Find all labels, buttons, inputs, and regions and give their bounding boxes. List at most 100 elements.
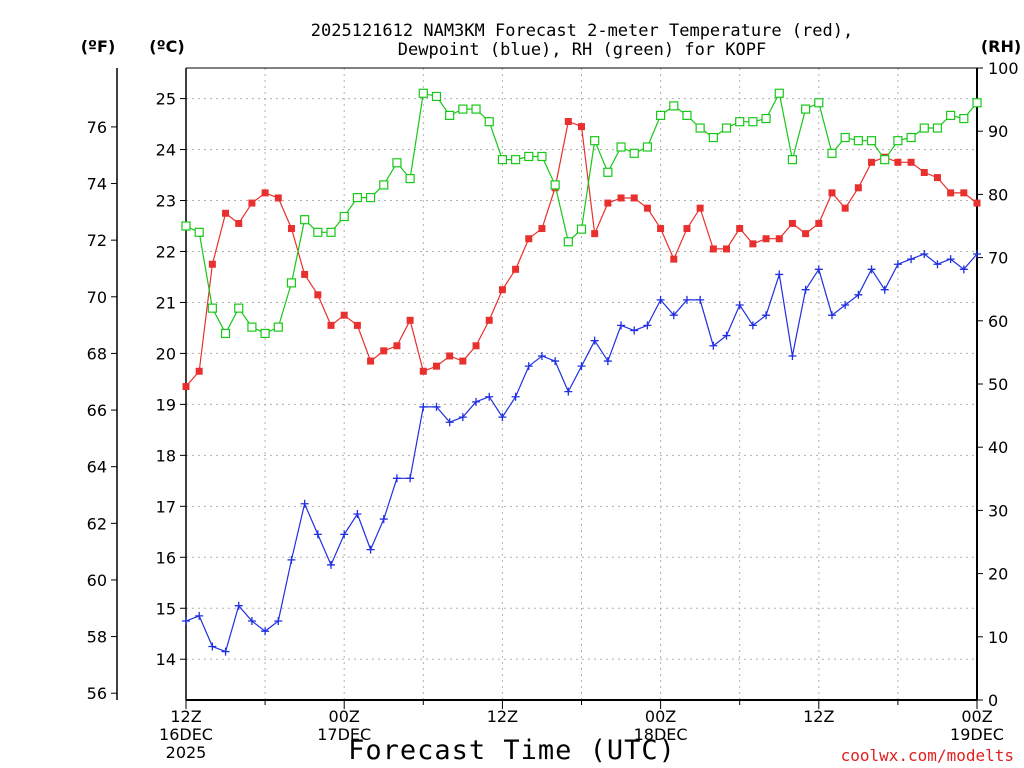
rh-point bbox=[748, 117, 758, 127]
dewpoint-point bbox=[498, 413, 507, 422]
rh-point bbox=[326, 227, 336, 237]
credit-text: coolwx.com/modelts bbox=[841, 746, 1014, 765]
rh-point bbox=[590, 136, 600, 146]
temperature-point bbox=[709, 245, 717, 253]
temperature-point bbox=[749, 240, 757, 248]
dewpoint-point bbox=[485, 392, 494, 401]
fahrenheit-tick-label: 58 bbox=[87, 628, 107, 647]
celsius-tick-label: 16 bbox=[156, 548, 176, 567]
temperature-point bbox=[261, 189, 269, 197]
rh-point bbox=[655, 110, 666, 121]
rh-point bbox=[866, 136, 877, 146]
rh-point bbox=[682, 110, 692, 121]
rh-point bbox=[563, 237, 573, 247]
rh-point bbox=[735, 117, 745, 127]
dewpoint-point bbox=[432, 402, 441, 411]
celsius-tick-label: 19 bbox=[156, 395, 176, 414]
fahrenheit-tick-label: 60 bbox=[87, 571, 107, 590]
temperature-point bbox=[683, 225, 691, 233]
rh-tick-label: 50 bbox=[988, 375, 1008, 394]
temperature-point bbox=[802, 230, 810, 238]
temperature-point bbox=[657, 225, 665, 233]
dewpoint-point bbox=[735, 301, 744, 309]
dewpoint-point bbox=[577, 362, 586, 371]
rh-point bbox=[458, 104, 468, 114]
dewpoint-point bbox=[630, 326, 639, 335]
rh-point bbox=[524, 151, 534, 162]
grid-lines bbox=[186, 68, 977, 700]
rh-point bbox=[959, 113, 969, 124]
dewpoint-point bbox=[775, 270, 784, 279]
x-tick-label: 12Z bbox=[170, 707, 201, 726]
celsius-tick-label: 21 bbox=[156, 293, 176, 312]
dewpoint-point bbox=[841, 301, 850, 309]
dewpoint-point bbox=[379, 515, 388, 524]
x-tick-label: 2025 bbox=[166, 743, 207, 762]
celsius-tick-label: 15 bbox=[156, 599, 176, 618]
temperature-point bbox=[393, 342, 401, 350]
temperature-point bbox=[538, 225, 546, 233]
temperature-point bbox=[578, 123, 585, 131]
dewpoint-point bbox=[274, 617, 283, 625]
rh-point bbox=[365, 192, 376, 203]
temperature-point bbox=[788, 219, 796, 227]
dewpoint-point bbox=[920, 250, 929, 259]
celsius-tick-label: 25 bbox=[156, 90, 176, 109]
dewpoint-point bbox=[564, 387, 573, 396]
x-tick-label: 17DEC bbox=[317, 725, 371, 744]
dewpoint-point bbox=[946, 255, 955, 264]
temperature-point bbox=[525, 235, 533, 243]
dewpoint-point bbox=[669, 311, 678, 320]
celsius-unit-label: (ºC) bbox=[149, 37, 184, 56]
dewpoint-point bbox=[182, 617, 190, 625]
rh-point bbox=[669, 101, 679, 111]
temperature-point bbox=[617, 194, 625, 202]
dewpoint-point bbox=[748, 321, 757, 330]
rh-point bbox=[352, 192, 362, 203]
dewpoint-point bbox=[419, 402, 428, 411]
rh-point bbox=[642, 142, 653, 152]
temperature-point bbox=[854, 184, 862, 192]
rh-point bbox=[919, 123, 929, 133]
rh-point bbox=[721, 123, 732, 133]
temperature-point bbox=[301, 270, 309, 278]
dewpoint-point bbox=[959, 265, 968, 274]
temperature-point bbox=[723, 245, 731, 253]
temperature-point bbox=[960, 189, 968, 197]
rh-point bbox=[220, 328, 231, 339]
x-tick-label: 00Z bbox=[961, 707, 992, 726]
rh-point bbox=[801, 104, 811, 114]
dewpoint-point bbox=[907, 255, 916, 264]
temperature-point bbox=[498, 286, 506, 294]
rh-point bbox=[445, 110, 455, 121]
temperature-point bbox=[828, 189, 836, 197]
dewpoint-point bbox=[366, 545, 375, 554]
rh-point bbox=[497, 155, 507, 165]
temperature-point bbox=[973, 199, 981, 207]
dewpoint-point bbox=[801, 285, 810, 294]
x-tick-label: 12Z bbox=[803, 707, 834, 726]
rh-tick-label: 80 bbox=[988, 185, 1008, 204]
x-tick-label: 16DEC bbox=[159, 725, 213, 744]
temperature-point bbox=[933, 174, 941, 182]
fahrenheit-tick-label: 66 bbox=[87, 401, 107, 420]
fahrenheit-tick-label: 56 bbox=[87, 684, 107, 703]
fahrenheit-tick-label: 74 bbox=[87, 175, 107, 194]
temperature-point bbox=[340, 311, 348, 319]
dewpoint-point bbox=[234, 601, 243, 610]
x-tick-label: 00Z bbox=[329, 707, 360, 726]
dewpoint-point bbox=[511, 392, 520, 401]
rh-tick-label: 10 bbox=[988, 628, 1008, 647]
chart-title-line2: Dewpoint (blue), RH (green) for KOPF bbox=[398, 40, 766, 60]
temperature-point bbox=[367, 357, 375, 365]
celsius-tick-label: 18 bbox=[156, 446, 176, 465]
temperature-point bbox=[841, 204, 849, 212]
rh-point bbox=[946, 110, 956, 121]
dewpoint-point bbox=[313, 530, 322, 539]
temperature-point bbox=[287, 225, 295, 233]
dewpoint-point bbox=[682, 295, 691, 304]
rh-point bbox=[972, 98, 982, 108]
temperature-point bbox=[604, 199, 612, 207]
rh-point bbox=[893, 136, 903, 146]
celsius-tick-label: 23 bbox=[156, 192, 176, 211]
